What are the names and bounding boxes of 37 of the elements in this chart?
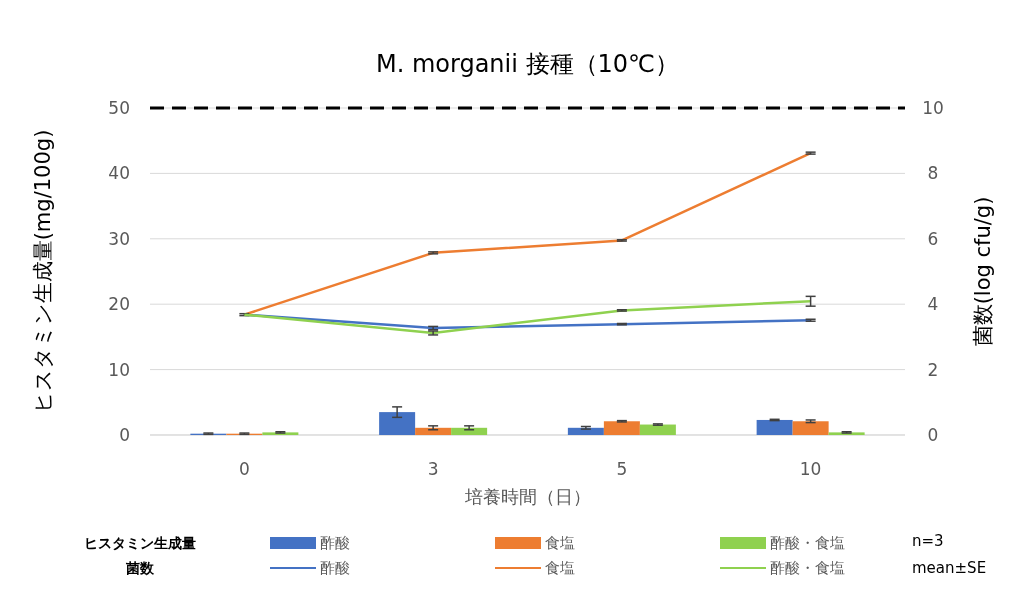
y-tick-label: 40 bbox=[108, 163, 130, 184]
legend-label: 酢酸 bbox=[320, 534, 350, 552]
y-tick-label: 0 bbox=[119, 425, 130, 445]
y2-tick-label: 2 bbox=[927, 359, 939, 380]
bar bbox=[792, 421, 829, 435]
x-tick-label: 5 bbox=[616, 459, 628, 479]
y-tick-label: 50 bbox=[108, 98, 130, 118]
y2-tick-label: 8 bbox=[927, 163, 939, 184]
text: mean±SE bbox=[912, 559, 987, 577]
bar bbox=[603, 421, 640, 435]
y2-tick-label: 6 bbox=[927, 228, 939, 249]
y-tick-label: 10 bbox=[108, 359, 130, 380]
x-tick-label: 3 bbox=[427, 459, 439, 479]
legend-label: 酢酸 bbox=[320, 559, 350, 577]
x-tick-label: 10 bbox=[799, 459, 822, 479]
y2-tick-label: 0 bbox=[927, 425, 939, 445]
bar bbox=[567, 427, 604, 435]
x-tick-label: 0 bbox=[238, 459, 250, 479]
legend-label: 食塩 bbox=[545, 559, 575, 577]
text: ヒスタミン生成量 bbox=[84, 535, 196, 551]
legend-label: 酢酸・食塩 bbox=[770, 534, 845, 552]
y-tick-label: 20 bbox=[108, 294, 130, 315]
y2-tick-label: 4 bbox=[927, 294, 939, 315]
text: n=3 bbox=[912, 532, 944, 550]
bar bbox=[756, 419, 793, 435]
y2-tick-label: 10 bbox=[922, 98, 944, 118]
legend-label: 酢酸・食塩 bbox=[770, 559, 845, 577]
bar bbox=[379, 412, 416, 435]
text: 菌数 bbox=[125, 560, 155, 576]
line-series bbox=[243, 300, 812, 335]
y-tick-label: 30 bbox=[108, 228, 130, 249]
legend-label: 食塩 bbox=[545, 534, 575, 552]
y2-axis-title: 菌数(log cfu/g) bbox=[971, 196, 995, 347]
y-axis-title: ヒスタミン生成量(mg/100g) bbox=[31, 129, 55, 414]
chart-title: M. morganii 接種（10℃） bbox=[375, 50, 680, 78]
bar bbox=[639, 424, 676, 435]
x-axis-title: 培養時間（日） bbox=[463, 486, 591, 507]
